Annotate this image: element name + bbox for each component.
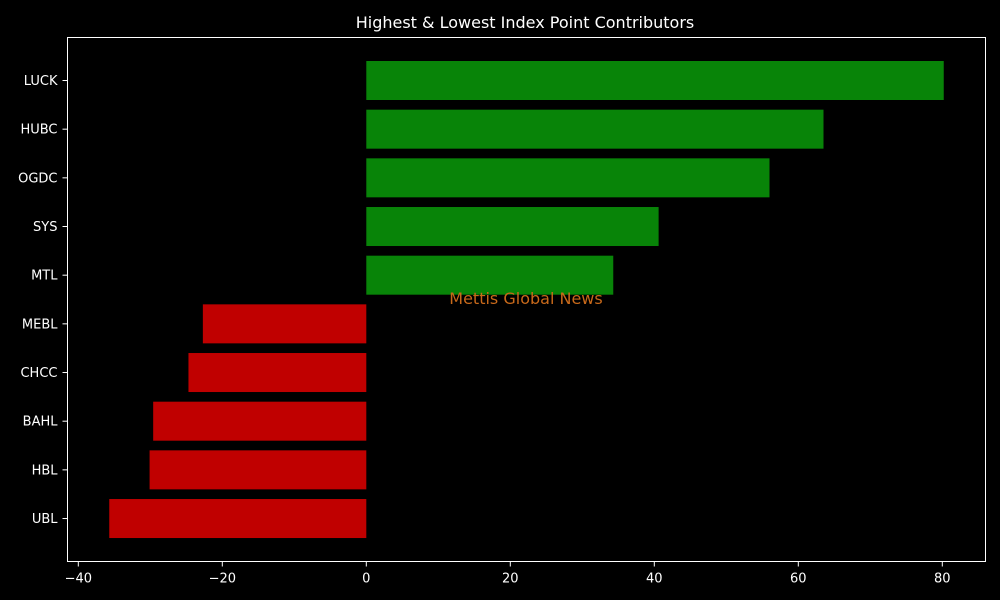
y-tick-label-luck: LUCK xyxy=(24,74,58,89)
bar-hubc xyxy=(366,109,824,149)
bars-group xyxy=(109,61,944,539)
bar-ubl xyxy=(109,499,367,539)
x-tick-label-4: 40 xyxy=(646,572,663,587)
y-tick-label-hbl: HBL xyxy=(32,463,59,478)
plot-frame xyxy=(67,37,986,562)
y-tick-label-mtl: MTL xyxy=(31,269,58,284)
x-tick-label-5: 60 xyxy=(790,572,807,587)
y-tick-label-ogdc: OGDC xyxy=(18,171,57,186)
bar-mebl xyxy=(202,304,367,344)
x-tick-label-2: 0 xyxy=(362,572,370,587)
bar-chcc xyxy=(188,353,367,393)
y-tick-label-chcc: CHCC xyxy=(20,366,57,381)
y-tick-label-ubl: UBL xyxy=(32,512,58,527)
x-tick-label-0: −40 xyxy=(65,572,92,587)
watermark-text: Mettis Global News xyxy=(449,289,602,308)
bar-ogdc xyxy=(366,158,770,198)
bar-mtl xyxy=(366,255,614,295)
y-tick-label-bahl: BAHL xyxy=(23,415,59,430)
y-axis: LUCK HUBC OGDC SYS MTL MEBL CHCC BAHL HBL UBL xyxy=(18,74,68,527)
x-tick-label-1: −20 xyxy=(209,572,236,587)
y-tick-label-sys: SYS xyxy=(33,220,57,235)
bar-luck xyxy=(366,61,944,100)
x-axis: −40 −20 0 20 40 60 80 xyxy=(65,561,951,587)
y-tick-label-mebl: MEBL xyxy=(22,317,58,332)
chart-title: Highest & Lowest Index Point Contributor… xyxy=(356,13,695,32)
x-tick-label-3: 20 xyxy=(502,572,519,587)
bar-bahl xyxy=(153,401,367,441)
x-tick-label-6: 80 xyxy=(934,572,951,587)
y-tick-label-hubc: HUBC xyxy=(20,123,57,138)
bar-hbl xyxy=(149,450,367,490)
bar-sys xyxy=(366,207,659,247)
